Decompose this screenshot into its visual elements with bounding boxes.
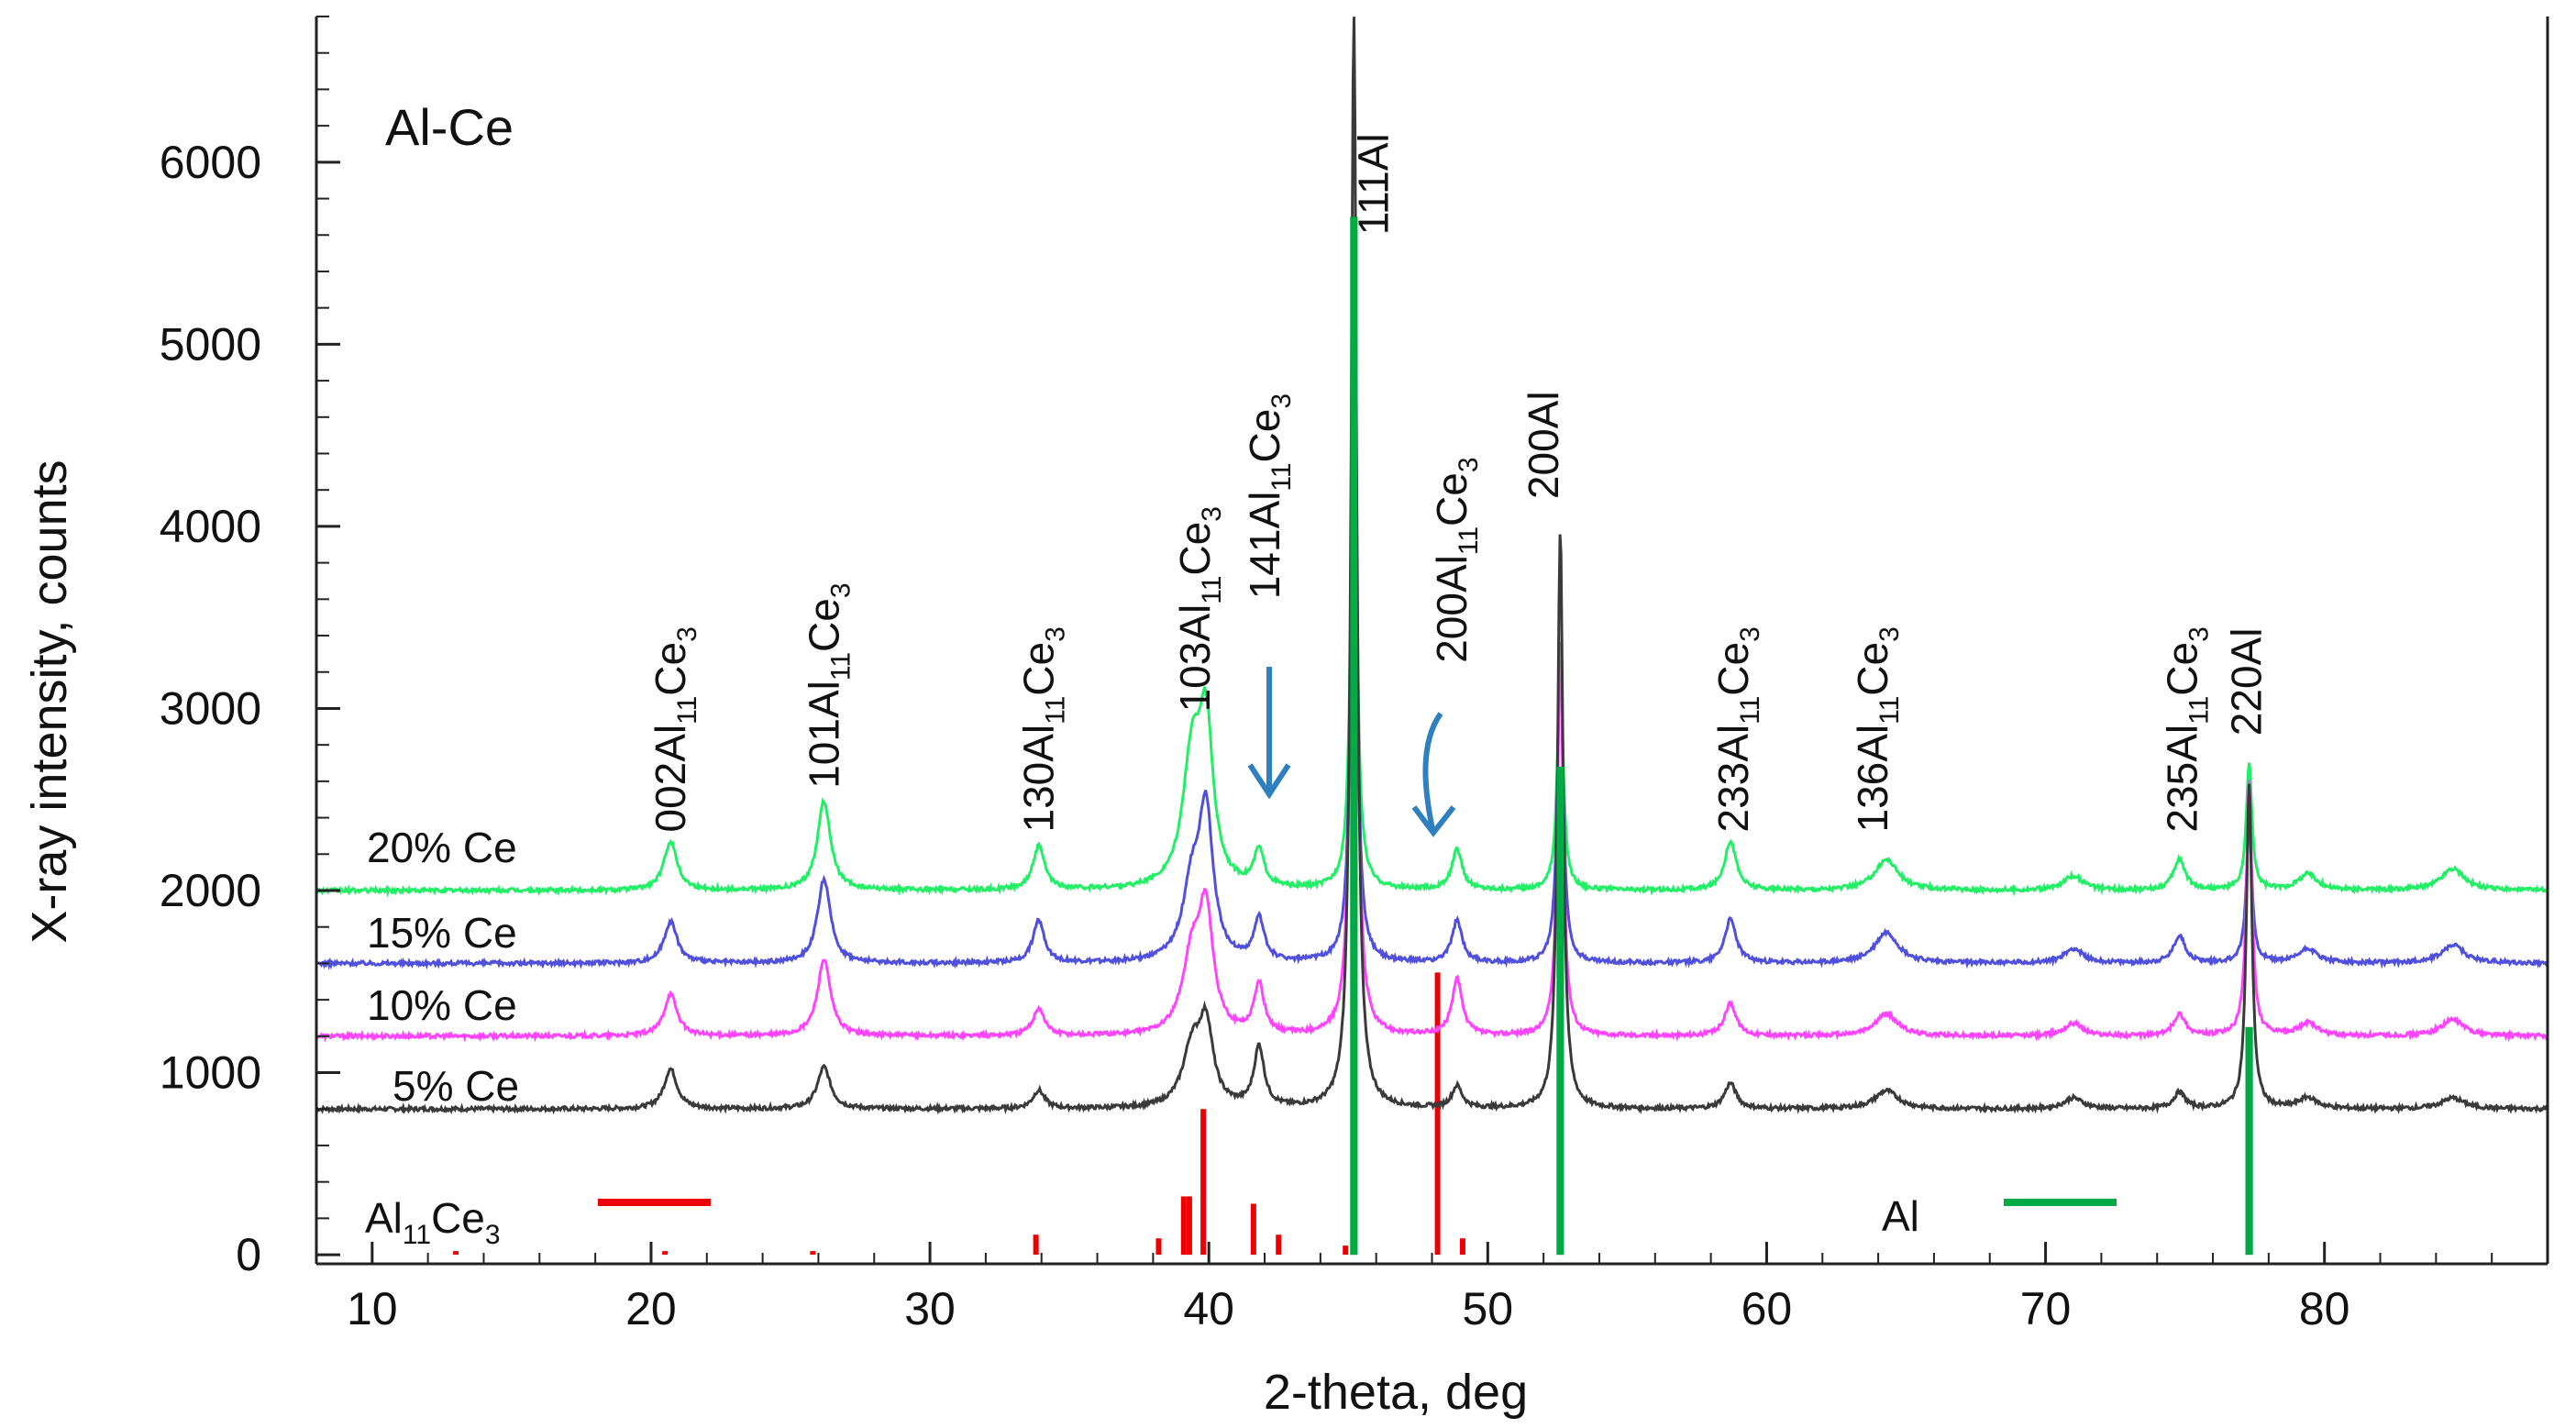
y-tick-label: 2000 [160, 865, 261, 916]
arrow-200 [1411, 712, 1456, 837]
y-tick-label: 6000 [160, 137, 261, 188]
peak-label-141: 141Al11Ce3 [1241, 393, 1297, 599]
series-trace-5ce [315, 17, 2548, 1115]
y-axis-title: X-ray intensity, counts [22, 459, 77, 943]
peak-label-220: 220Al [2223, 628, 2271, 736]
peak-label-200a: 200Al [1520, 391, 1567, 499]
x-tick-label: 30 [904, 1283, 956, 1334]
x-tick-label: 20 [625, 1283, 677, 1334]
y-tick-label: 1000 [160, 1047, 261, 1099]
series-trace-20ce [315, 345, 2548, 898]
peak-label-103: 103Al11Ce3 [1171, 506, 1227, 712]
y-tick-label: 3000 [160, 682, 261, 734]
x-tick-label: 50 [1463, 1283, 1514, 1334]
legend: Al11Ce3 Al [365, 1192, 2117, 1250]
series-trace-10ce [315, 218, 2548, 1043]
y-tick-label: 4000 [160, 501, 261, 552]
peak-label-136: 136Al11Ce3 [1849, 626, 1905, 832]
peak-label-101: 101Al11Ce3 [801, 582, 857, 788]
series-label-15: 15% Ce [367, 909, 517, 957]
arrow-141 [1247, 667, 1291, 800]
y-tick-label: 5000 [160, 318, 261, 370]
x-tick-label: 10 [347, 1283, 398, 1334]
legend-label-al11ce3: Al11Ce3 [365, 1194, 501, 1250]
x-axis-title: 2-theta, deg [1264, 1365, 1528, 1420]
x-tick-label: 40 [1183, 1283, 1234, 1334]
chart-title: Al-Ce [385, 98, 514, 156]
annotation-layer: 002Al11Ce3 101Al11Ce3 130Al11Ce3 103Al11Ce3… [647, 133, 2270, 832]
peak-label-002: 002Al11Ce3 [647, 626, 702, 832]
series-label-20: 20% Ce [367, 824, 517, 871]
x-tick-label: 80 [2299, 1283, 2350, 1334]
series-layer [315, 17, 2548, 1256]
peak-label-235: 235Al11Ce3 [2159, 626, 2215, 832]
peak-label-130: 130Al11Ce3 [1015, 626, 1071, 832]
peak-label-233: 233Al11Ce3 [1709, 626, 1765, 832]
series-label-5: 5% Ce [392, 1062, 519, 1110]
axis-layer: 0 1000 2000 3000 4000 5000 6000 10 20 30 40 50 60 70 8… [160, 16, 2549, 1334]
x-tick-label: 70 [2020, 1283, 2072, 1334]
series-label-10: 10% Ce [367, 981, 517, 1029]
x-tick-label: 60 [1741, 1283, 1793, 1334]
series-trace-15ce [315, 343, 2548, 971]
legend-label-al: Al [1882, 1192, 1919, 1240]
peak-label-200c: 200Al11Ce3 [1428, 457, 1484, 662]
y-tick-label: 0 [236, 1229, 261, 1280]
peak-label-111: 111Al [1350, 133, 1398, 235]
